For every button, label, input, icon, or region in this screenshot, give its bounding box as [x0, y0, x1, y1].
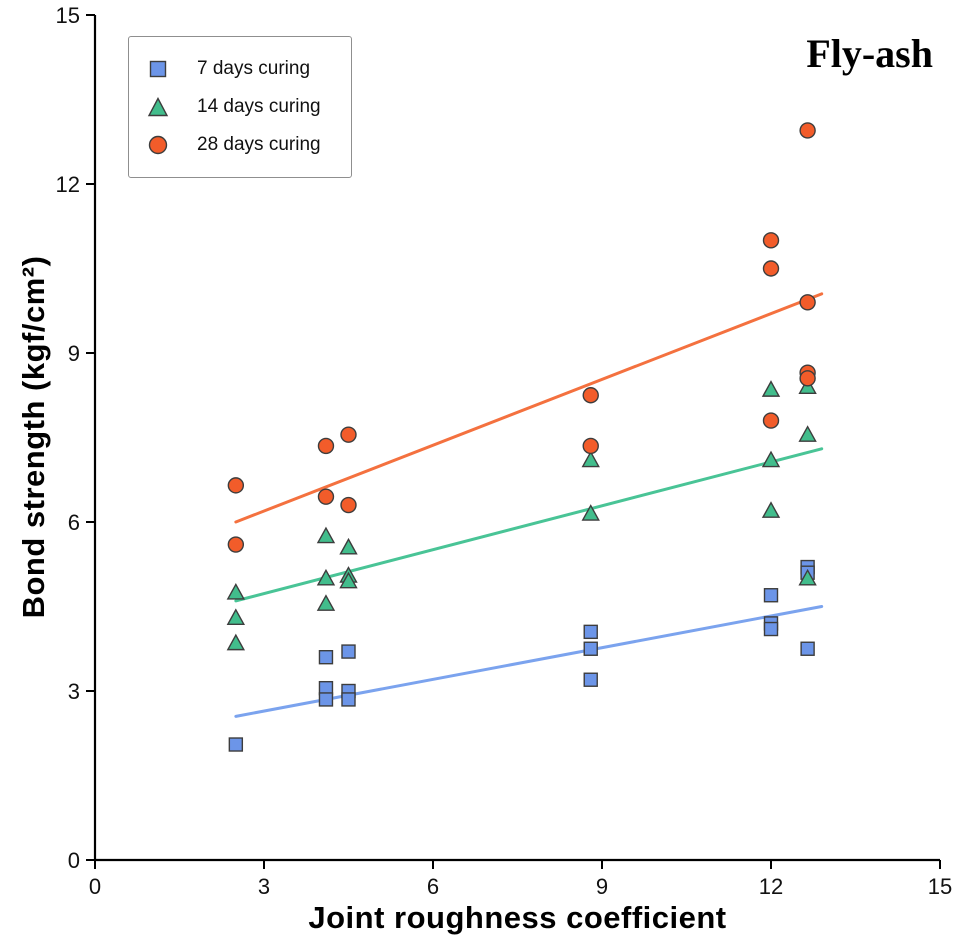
data-point-triangle-14-days — [761, 501, 781, 518]
data-point-square-7-days — [341, 644, 356, 659]
data-point-triangle-14-days — [581, 450, 600, 468]
y-axis-title: Bond strength (kgf/cm²) — [16, 255, 51, 619]
data-point-triangle-14-days — [316, 526, 336, 544]
legend-item-14-days: 14 days curing — [147, 88, 321, 126]
x-axis-title: Joint roughness coefficient — [308, 900, 727, 935]
data-point-triangle-14-days — [581, 504, 600, 521]
data-point-triangle-14-days — [339, 571, 358, 589]
y-tick-label: 15 — [56, 3, 80, 28]
legend-label-14-days: 14 days curing — [197, 96, 321, 117]
data-point-circle-28-days — [317, 488, 335, 505]
data-point-square-7-days — [228, 737, 244, 752]
data-point-square-7-days — [763, 588, 779, 603]
data-point-circle-28-days — [799, 294, 816, 311]
data-point-square-7-days — [800, 641, 815, 656]
square-marker-icon — [149, 60, 167, 78]
data-point-circle-28-days — [799, 370, 816, 387]
legend-label-28-days: 28 days curing — [197, 134, 321, 155]
data-point-circle-28-days — [340, 496, 357, 514]
data-point-triangle-14-days — [798, 425, 817, 442]
data-point-triangle-14-days — [226, 582, 246, 600]
legend-item-28-days: 28 days curing — [147, 126, 321, 164]
data-point-circle-28-days — [762, 232, 780, 249]
data-point-triangle-14-days — [316, 568, 336, 586]
trend-line-7-days — [234, 605, 824, 718]
circle-marker-icon — [148, 135, 168, 155]
y-tick-label: 0 — [68, 848, 80, 873]
data-point-square-7-days — [583, 641, 598, 656]
x-tick-label: 3 — [258, 874, 270, 899]
data-point-square-7-days — [341, 692, 356, 707]
legend-label-7-days: 7 days curing — [197, 58, 311, 79]
x-tick-label: 0 — [89, 874, 101, 899]
y-tick-label: 6 — [68, 510, 80, 535]
data-point-circle-28-days — [340, 426, 357, 443]
x-tick-label: 15 — [928, 874, 952, 899]
data-point-circle-28-days — [582, 437, 599, 455]
data-point-square-7-days — [583, 672, 598, 687]
x-tick-label: 12 — [759, 874, 783, 899]
y-tick-label: 3 — [68, 679, 80, 704]
data-point-square-7-days — [583, 624, 598, 640]
y-tick-label: 12 — [56, 172, 80, 197]
data-point-triangle-14-days — [798, 568, 817, 586]
x-tick-label: 9 — [596, 874, 608, 899]
data-point-square-7-days — [318, 650, 334, 665]
data-point-square-7-days — [763, 621, 779, 637]
data-point-circle-28-days — [799, 122, 816, 139]
legend-item-7-days: 7 days curing — [147, 50, 321, 88]
trend-line-14-days — [234, 447, 824, 603]
chart-legend: 7 days curing 14 days curing 28 days cur… — [128, 36, 352, 178]
trend-line-28-days — [234, 292, 824, 524]
data-point-circle-28-days — [762, 260, 780, 277]
triangle-marker-icon — [147, 97, 169, 117]
chart-annotation: Fly-ash — [806, 31, 933, 76]
data-point-circle-28-days — [227, 536, 245, 553]
data-point-circle-28-days — [762, 412, 780, 429]
data-point-triangle-14-days — [316, 594, 336, 611]
data-point-triangle-14-days — [761, 450, 781, 468]
x-tick-label: 6 — [427, 874, 439, 899]
data-point-triangle-14-days — [761, 380, 781, 397]
data-point-circle-28-days — [317, 437, 335, 455]
data-point-triangle-14-days — [339, 537, 358, 555]
data-point-circle-28-days — [227, 477, 245, 494]
y-tick-label: 9 — [68, 341, 80, 366]
data-point-square-7-days — [318, 692, 334, 707]
data-point-circle-28-days — [582, 387, 599, 404]
data-point-triangle-14-days — [226, 633, 246, 651]
data-point-triangle-14-days — [226, 608, 246, 625]
